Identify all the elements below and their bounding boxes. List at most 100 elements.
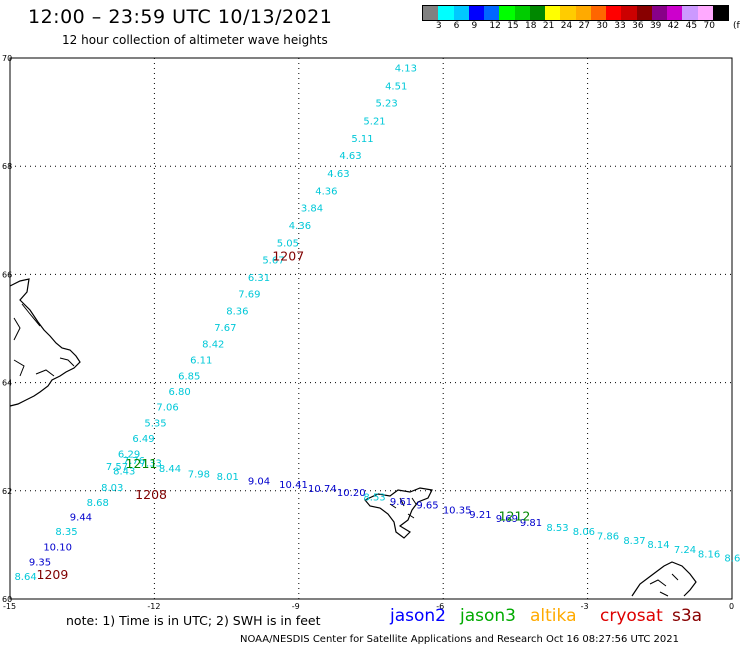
map-frame	[9, 57, 733, 600]
wave-height-label: 8.36	[226, 306, 248, 317]
wave-height-label: 4.63	[327, 169, 349, 180]
lon-tick-label: -6	[436, 602, 444, 611]
wave-height-label: 4.51	[385, 81, 407, 92]
wave-height-label: 7.76	[123, 456, 145, 467]
wave-height-label: 9.35	[29, 557, 51, 568]
wave-height-label: 8.44	[159, 464, 181, 475]
wave-height-label: 5.67	[262, 256, 284, 267]
lon-tick-label: 0	[729, 602, 734, 611]
wave-height-label: 5.11	[351, 134, 373, 145]
scale-swatch	[438, 6, 454, 20]
scale-label: 45	[685, 21, 698, 31]
wave-height-label: 10.41	[279, 480, 308, 491]
scale-label: 39	[649, 21, 662, 31]
scale-label: (ft)	[733, 21, 740, 31]
scale-label: 15	[507, 21, 519, 31]
page-subtitle: 12 hour collection of altimeter wave hei…	[62, 33, 328, 47]
wave-height-label: 8.37	[623, 536, 645, 547]
scale-label: 3	[435, 21, 442, 31]
scale-label: 6	[453, 21, 460, 31]
scale-swatch	[590, 6, 606, 20]
wave-height-label: 6.49	[132, 434, 154, 445]
scale-swatch	[560, 6, 576, 20]
scale-label: 12	[489, 21, 501, 31]
wave-height-label: 10.10	[43, 542, 72, 553]
wave-height-label: 6.85	[178, 371, 200, 382]
pass-time-label: 1212	[499, 509, 531, 524]
wave-height-label: 8.01	[217, 472, 239, 483]
scale-label: 36	[632, 21, 644, 31]
scale-label: 9	[471, 21, 478, 31]
wave-height-label: 4.36	[315, 186, 337, 197]
legend-item-cryosat: cryosat	[600, 606, 663, 626]
lat-tick-label: 64	[2, 379, 12, 388]
wave-height-label: 9.21	[469, 510, 491, 521]
scale-swatch	[682, 6, 698, 20]
scale-swatch	[636, 6, 652, 20]
wave-height-label: 5.05	[277, 238, 299, 249]
scale-swatch	[468, 6, 484, 20]
scale-label: 70	[703, 21, 715, 31]
scale-swatch	[484, 6, 500, 20]
wave-height-label: 6.80	[168, 387, 190, 398]
wave-height-label: 4.13	[395, 64, 417, 75]
wave-height-label: 8.35	[55, 527, 77, 538]
scale-label: 30	[596, 21, 608, 31]
scale-swatch	[697, 6, 713, 20]
pass-time-label: 1211	[126, 456, 158, 471]
scale-label: 21	[542, 21, 555, 31]
wave-height-label: 9.81	[520, 518, 542, 529]
color-scale-bar	[422, 5, 729, 21]
wave-height-label: 9.44	[70, 513, 92, 524]
scale-swatch	[621, 6, 637, 20]
wave-height-label: 7.67	[214, 323, 236, 334]
legend-item-jason3: jason3	[460, 606, 516, 626]
wave-height-label: 4.36	[289, 221, 311, 232]
scale-label: 42	[667, 21, 680, 31]
wave-height-label: 5.23	[375, 99, 397, 110]
wave-height-label: 10.20	[337, 488, 366, 499]
scale-label: 33	[614, 21, 626, 31]
wave-height-label: 8.68	[87, 498, 109, 509]
pass-time-label: 1209	[37, 567, 69, 582]
pass-time-label: 1207	[272, 248, 304, 263]
wave-height-label: 7.69	[238, 290, 260, 301]
lat-tick-label: 62	[2, 487, 12, 496]
wave-height-label: 8.43	[113, 467, 135, 478]
lon-tick-label: -15	[3, 602, 16, 611]
wave-height-label: 10.35	[443, 506, 472, 517]
scale-label: 24	[560, 21, 573, 31]
footnote: note: 1) Time is in UTC; 2) SWH is in fe…	[66, 613, 321, 628]
lon-tick-label: -3	[581, 602, 589, 611]
lat-tick-label: 66	[2, 270, 12, 279]
scale-swatch	[606, 6, 622, 20]
wave-height-label: 7.57	[106, 462, 128, 473]
lat-tick-label: 70	[2, 54, 12, 63]
wave-height-label: 9.65	[416, 501, 438, 512]
coastline-detail	[13, 303, 75, 377]
scale-swatch	[499, 6, 515, 20]
scale-swatch	[651, 6, 667, 20]
wave-height-label: 7.98	[188, 469, 210, 480]
wave-height-label: 10.74	[308, 484, 337, 495]
wave-height-label: 7.06	[156, 403, 178, 414]
legend-item-jason2: jason2	[390, 606, 446, 626]
lat-tick-label: 68	[2, 162, 12, 171]
lat-tick-label: 60	[2, 595, 12, 604]
legend-item-s3a: s3a	[672, 606, 703, 626]
wave-height-label: 3.84	[301, 204, 323, 215]
scale-swatch	[575, 6, 591, 20]
wave-height-label: 8.53	[363, 493, 385, 504]
wave-height-label: 7.24	[674, 545, 696, 556]
wave-height-label: 6.29	[118, 449, 140, 460]
pass-time-label: 1208	[135, 487, 167, 502]
page-title: 12:00 – 23:59 UTC 10/13/2021	[28, 6, 333, 28]
scale-swatch	[514, 6, 530, 20]
wave-height-label: 5.35	[144, 418, 166, 429]
coastline-faroe-detail	[389, 497, 417, 519]
lon-tick-label: -9	[292, 602, 300, 611]
credit-line: NOAA/NESDIS Center for Satellite Applica…	[240, 634, 679, 645]
wave-height-label: 8.64	[14, 572, 36, 583]
